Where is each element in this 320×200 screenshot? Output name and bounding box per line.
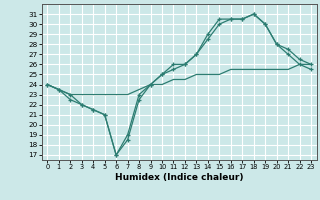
X-axis label: Humidex (Indice chaleur): Humidex (Indice chaleur) — [115, 173, 244, 182]
